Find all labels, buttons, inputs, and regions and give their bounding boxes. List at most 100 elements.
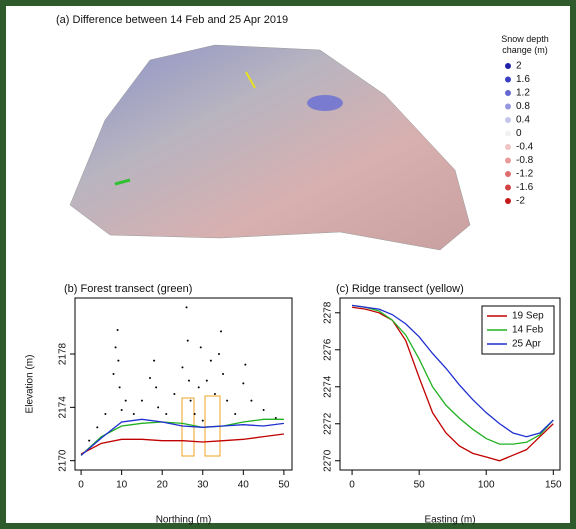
legend-label: 14 Feb: [512, 325, 544, 336]
legend-swatch: [505, 103, 511, 110]
point: [187, 379, 190, 382]
point: [157, 406, 160, 409]
point: [201, 419, 204, 422]
legend-label: -0.4: [516, 142, 534, 153]
point: [124, 399, 127, 402]
x-tick-label: 0: [78, 480, 84, 491]
point: [222, 373, 225, 375]
x-tick-label: 100: [478, 480, 495, 491]
ridge-transect-marker: [245, 71, 256, 89]
series-line: [80, 418, 284, 456]
y-axis-label: Elevation (m): [25, 355, 36, 414]
point: [250, 399, 253, 402]
point: [234, 413, 237, 415]
point: [112, 373, 115, 375]
chart-title: (c) Ridge transect (yellow): [336, 283, 464, 295]
point: [140, 399, 143, 402]
legend-swatch: [505, 184, 511, 191]
series-line: [351, 306, 554, 462]
x-tick-label: 0: [349, 480, 355, 491]
legend-label: -2: [516, 196, 525, 207]
point: [209, 359, 212, 362]
legend-swatch: [505, 157, 511, 164]
point: [199, 346, 202, 349]
series-line: [351, 304, 554, 438]
point: [205, 379, 208, 382]
surface-render: [69, 44, 471, 251]
x-axis-label: Northing (m): [156, 515, 212, 526]
legend-label: 1.6: [516, 74, 530, 85]
legend-swatch: [505, 117, 511, 123]
point: [185, 306, 188, 309]
legend-label: 0: [516, 128, 522, 139]
series-line: [80, 433, 284, 455]
point: [220, 330, 223, 333]
point: [181, 366, 184, 369]
y-tick-label: 2278: [323, 301, 334, 324]
point: [96, 426, 99, 429]
point: [165, 413, 168, 415]
x-tick-label: 20: [157, 480, 169, 491]
legend-label: 0.4: [516, 115, 530, 126]
point: [274, 417, 277, 419]
point: [217, 353, 220, 355]
point: [186, 339, 189, 342]
x-tick-label: 10: [116, 480, 128, 491]
legend-label: 1.2: [516, 88, 530, 99]
legend-label: 0.8: [516, 101, 530, 112]
legend-swatch: [505, 130, 511, 137]
x-tick-label: 150: [545, 480, 562, 491]
plot-frame: [74, 297, 293, 471]
x-tick-label: 40: [238, 480, 250, 491]
legend-label: 2: [516, 61, 522, 72]
point: [104, 413, 107, 415]
chart-title: (a) Difference between 14 Feb and 25 Apr…: [56, 14, 288, 26]
point: [242, 382, 245, 385]
point: [244, 363, 247, 366]
point: [173, 393, 176, 395]
point: [189, 399, 192, 402]
point: [118, 386, 121, 389]
point: [153, 359, 156, 362]
legend-title: Snow depth change (m): [501, 34, 549, 55]
point: [88, 439, 91, 442]
legend-label: -1.2: [516, 169, 534, 180]
point: [132, 413, 135, 415]
legend-swatch: [505, 198, 511, 204]
series-line: [351, 304, 554, 445]
forest-transect-marker: [114, 178, 131, 186]
x-tick-label: 50: [278, 480, 290, 491]
y-tick-label: 2178: [58, 342, 69, 365]
y-tick-label: 2276: [323, 338, 334, 361]
surface-patch: [307, 95, 343, 111]
point: [116, 329, 119, 331]
point: [262, 409, 265, 411]
legend-swatch: [505, 171, 511, 177]
point: [117, 359, 120, 362]
x-tick-label: 30: [197, 480, 209, 491]
y-tick-label: 2272: [323, 412, 334, 435]
plot-frame: [339, 297, 561, 471]
point: [193, 413, 196, 415]
series-line: [80, 418, 284, 456]
y-tick-label: 2170: [58, 449, 69, 472]
point: [213, 393, 216, 395]
y-tick-label: 2174: [58, 396, 69, 419]
point: [149, 377, 152, 379]
point: [197, 386, 200, 389]
legend-swatch: [505, 90, 511, 96]
x-axis-label: Easting (m): [424, 515, 475, 526]
x-tick-label: 50: [414, 480, 426, 491]
legend-swatch: [505, 76, 511, 83]
legend-label: -0.8: [516, 155, 534, 166]
chart-title: (b) Forest transect (green): [64, 283, 192, 295]
point: [114, 346, 117, 349]
y-tick-label: 2270: [323, 449, 334, 472]
legend-swatch: [505, 144, 511, 150]
y-tick-label: 2274: [323, 375, 334, 398]
point: [155, 386, 158, 389]
legend-label: 25 Apr: [512, 339, 542, 350]
legend-label: 19 Sep: [512, 311, 544, 322]
